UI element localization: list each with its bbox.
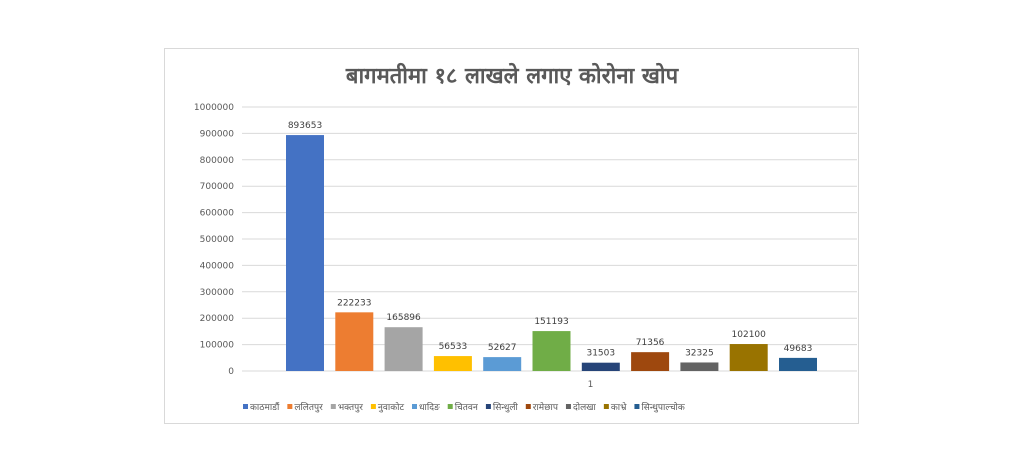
bar (335, 312, 374, 371)
y-tick-label: 800000 (200, 156, 235, 166)
data-labels: 893653 222233 165896 56533 52627 151193 31503 7… (288, 121, 813, 359)
data-label: 102100 (732, 330, 767, 340)
legend-swatch (485, 404, 491, 409)
y-tick-label: 600000 (200, 209, 235, 219)
bar (384, 327, 423, 371)
bar (581, 362, 620, 371)
data-label: 165896 (386, 313, 421, 323)
y-tick-label: 400000 (200, 261, 235, 271)
data-label: 222233 (337, 298, 371, 308)
legend-label: भक्तपुर (338, 403, 363, 413)
legend-swatch (287, 404, 293, 409)
data-label: 32325 (685, 348, 714, 358)
legend-swatch (370, 404, 376, 409)
data-label: 71356 (636, 338, 665, 348)
bar-chart: बागमतीमा १८ लाखले लगाए कोरोना खोप 0 10000… (194, 62, 857, 413)
bar (532, 331, 571, 371)
data-label: 151193 (534, 317, 568, 327)
legend-label: धादिङ (419, 401, 440, 413)
legend-swatch (603, 404, 609, 409)
legend-item: रामेछाप (525, 401, 559, 413)
data-label: 31503 (586, 349, 615, 359)
legend-item: भक्तपुर (330, 403, 363, 413)
x-category-label: 1 (588, 380, 594, 390)
legend-swatch (243, 404, 248, 409)
legend-label: ललितपुर (294, 401, 323, 413)
data-label: 49683 (784, 344, 813, 354)
category-labels: 1 (588, 380, 594, 390)
y-tick-label: 0 (228, 367, 234, 377)
legend-label: काभ्रे (611, 401, 627, 413)
y-tick-label: 1000000 (194, 103, 234, 113)
legend-label: दोलखा (573, 401, 597, 413)
bar (729, 344, 768, 371)
data-label: 893653 (288, 121, 322, 131)
legend-label: नुवाकोट (378, 401, 405, 413)
y-tick-label: 700000 (200, 182, 235, 192)
legend-item: नुवाकोट (370, 401, 405, 413)
legend-item: काठमाडौं (243, 401, 280, 413)
bar (433, 356, 472, 371)
legend-swatch (525, 404, 531, 409)
y-tick-label: 100000 (200, 341, 235, 351)
bar (483, 357, 522, 371)
legend-item: सिन्धुली (485, 401, 519, 413)
chart-frame: बागमतीमा १८ लाखले लगाए कोरोना खोप 0 10000… (164, 48, 859, 424)
legend: काठमाडौं ललितपुर भक्तपुर नुवाकोट धादिङ चितवन स… (243, 401, 686, 413)
bars (286, 135, 817, 371)
data-label: 52627 (488, 343, 517, 353)
legend-item: काभ्रे (603, 401, 627, 413)
legend-swatch (330, 404, 336, 409)
legend-label: रामेछाप (533, 401, 559, 413)
y-axis-ticks: 0 100000 200000 300000 400000 500000 600000 700… (194, 103, 234, 377)
legend-item: चितवन (447, 401, 479, 413)
chart-title: बागमतीमा १८ लाखले लगाए कोरोना खोप (345, 62, 680, 89)
legend-label: चितवन (455, 401, 479, 413)
bar (631, 352, 670, 371)
bar (286, 135, 324, 371)
data-label: 56533 (439, 342, 468, 352)
legend-label: काठमाडौं (250, 401, 280, 413)
y-tick-label: 300000 (200, 288, 235, 298)
y-tick-label: 900000 (200, 129, 235, 139)
legend-item: दोलखा (565, 401, 597, 413)
legend-label: सिन्धुली (493, 401, 519, 413)
bar (779, 357, 817, 371)
legend-swatch (412, 404, 417, 409)
legend-item: धादिङ (412, 401, 440, 413)
legend-label: सिन्धुपाल्चोक (641, 401, 685, 413)
legend-swatch (634, 404, 640, 409)
legend-item: सिन्धुपाल्चोक (634, 401, 686, 413)
bar (680, 362, 719, 371)
y-tick-label: 200000 (200, 314, 235, 324)
legend-item: ललितपुर (287, 401, 323, 413)
legend-swatch (447, 404, 453, 409)
y-tick-label: 500000 (200, 235, 235, 245)
legend-swatch (565, 404, 571, 409)
